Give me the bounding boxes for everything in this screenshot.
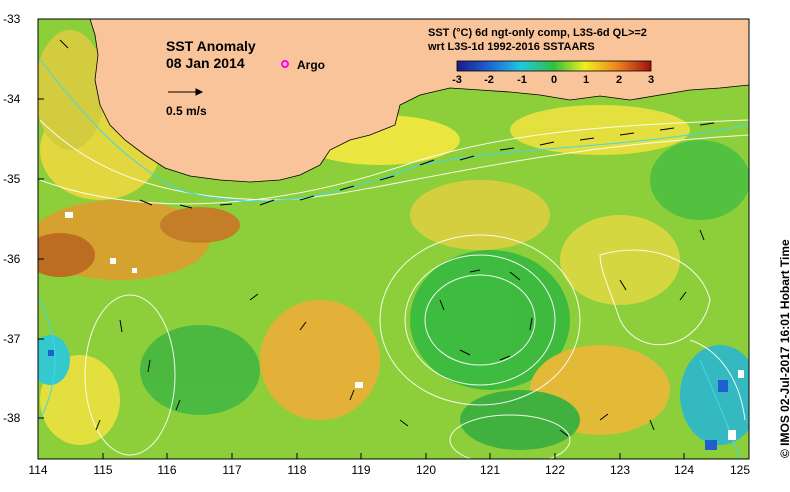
colorbar-tick: -1 bbox=[517, 74, 527, 86]
colorbar-tick: 2 bbox=[615, 74, 623, 86]
longitude-tick-label: 123 bbox=[609, 463, 631, 477]
latitude-tick-label: -37 bbox=[3, 332, 21, 346]
colorbar-tick: -2 bbox=[484, 74, 494, 86]
argo-legend-label: Argo bbox=[297, 58, 325, 72]
longitude-tick-label: 122 bbox=[544, 463, 566, 477]
map-date: 08 Jan 2014 bbox=[166, 55, 245, 71]
imos-credit: © IMOS 02-Jul-2017 16:01 Hobart Time bbox=[778, 239, 790, 458]
latitude-tick-label: -36 bbox=[3, 252, 21, 266]
colorbar-tick: -3 bbox=[452, 74, 462, 86]
velocity-scale-arrow bbox=[168, 88, 204, 96]
longitude-tick-label: 124 bbox=[673, 463, 695, 477]
longitude-tick-label: 117 bbox=[222, 463, 242, 477]
colorbar-tick: 0 bbox=[550, 74, 558, 86]
longitude-tick-label: 118 bbox=[287, 463, 307, 477]
colorbar-title-line2: wrt L3S-1d 1992-2016 SSTAARS bbox=[428, 41, 595, 53]
longitude-tick-label: 115 bbox=[93, 463, 113, 477]
longitude-tick-label: 116 bbox=[157, 463, 177, 477]
latitude-tick-label: -33 bbox=[3, 12, 21, 26]
longitude-tick-label: 120 bbox=[415, 463, 437, 477]
latitude-tick-label: -38 bbox=[3, 411, 21, 425]
argo-float-marker[interactable] bbox=[281, 60, 289, 68]
missing-data-patches bbox=[65, 212, 744, 440]
current-vectors bbox=[59, 39, 715, 437]
latitude-tick-label: -35 bbox=[3, 172, 21, 186]
longitude-tick-label: 119 bbox=[351, 463, 371, 477]
colorbar bbox=[456, 60, 652, 72]
axis-ticks bbox=[37, 18, 750, 459]
longitude-tick-label: 114 bbox=[28, 463, 48, 477]
map-plot-area bbox=[38, 19, 749, 459]
longitude-tick-label: 121 bbox=[479, 463, 501, 477]
colorbar-tick: 1 bbox=[582, 74, 590, 86]
map-title: SST Anomaly bbox=[166, 38, 256, 54]
colorbar-tick: 3 bbox=[647, 74, 655, 86]
colorbar-title-line1: SST (°C) 6d ngt-only comp, L3S-6d QL>=2 bbox=[428, 27, 647, 39]
coastal-contours bbox=[39, 59, 749, 459]
map-frame bbox=[37, 18, 750, 460]
cold-anomaly-spots bbox=[48, 350, 728, 450]
velocity-scale-label: 0.5 m/s bbox=[166, 104, 207, 118]
land-mass bbox=[89, 19, 749, 183]
longitude-tick-label: 125 bbox=[729, 463, 751, 477]
sst-anomaly-field bbox=[38, 30, 749, 450]
latitude-tick-label: -34 bbox=[3, 92, 21, 106]
